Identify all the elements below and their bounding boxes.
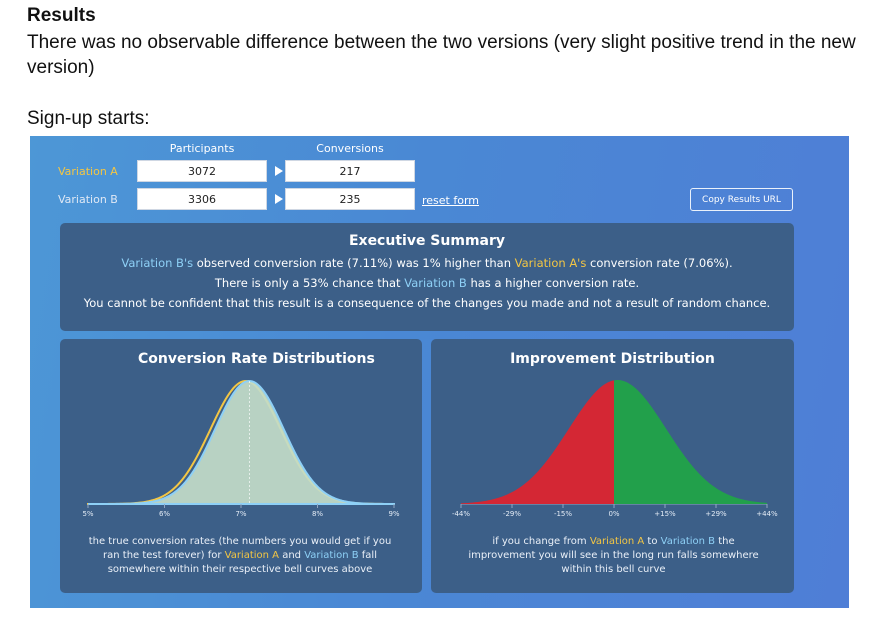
summary-line-2: There is only a 53% chance that Variatio…	[60, 275, 794, 291]
x-tick-label: +15%	[654, 510, 676, 518]
x-tick-label: +29%	[705, 510, 727, 518]
variation-b-label: Variation B	[58, 193, 118, 206]
summary-text: There is only a 53% chance that	[214, 276, 405, 290]
variation-a-name: Variation A	[224, 550, 280, 561]
copy-results-url-button[interactable]: Copy Results URL	[690, 188, 793, 211]
summary-text: conversion rate (7.06%).	[586, 256, 733, 270]
conversion-caption: the true conversion rates (the numbers y…	[80, 535, 400, 577]
conversion-rate-chart: 5% 6% 7% 8% 9%	[82, 380, 400, 518]
x-tick-label: 0%	[608, 510, 619, 518]
results-heading: Results	[27, 5, 96, 26]
summary-title: Executive Summary	[348, 233, 506, 249]
improvement-caption: if you change from Variation A to Variat…	[461, 535, 766, 577]
variation-b-name: Variation B's	[121, 256, 194, 270]
ab-test-calculator: Participants Conversions Variation A Var…	[30, 136, 849, 608]
positive-region	[614, 380, 767, 504]
caption-text: and	[279, 550, 305, 561]
conversion-chart-title: Conversion Rate Distributions	[138, 351, 375, 367]
variation-a-name: Variation A's	[514, 256, 587, 270]
x-tick-label: -44%	[452, 510, 470, 518]
variation-b-name: Variation B	[304, 550, 359, 561]
summary-line-3: You cannot be confident that this result…	[83, 296, 771, 310]
x-tick-label: 7%	[235, 510, 246, 518]
arrow-right-icon	[275, 194, 283, 204]
improvement-chart-title: Improvement Distribution	[510, 351, 715, 367]
x-tick-label: -29%	[503, 510, 521, 518]
variation-b-participants-input[interactable]	[137, 188, 267, 210]
x-tick-label: 8%	[312, 510, 323, 518]
signup-label: Sign-up starts:	[27, 108, 150, 129]
improvement-chart: -44% -29% -15% 0% +15% +29% +44%	[452, 380, 778, 518]
results-paragraph: There was no observable difference betwe…	[27, 32, 856, 78]
x-tick-label: +44%	[756, 510, 778, 518]
caption-text: fall somewhere within their respective b…	[107, 550, 377, 575]
variation-b-conversions-input[interactable]	[285, 188, 415, 210]
caption-text: if you change from	[492, 536, 590, 547]
arrow-right-icon	[275, 166, 283, 176]
executive-summary-panel: Executive Summary Variation B's observed…	[60, 223, 794, 331]
variation-a-conversions-input[interactable]	[285, 160, 415, 182]
conversion-rate-panel: Conversion Rate Distributions 5% 6% 7% 8% 9%…	[60, 339, 422, 593]
summary-line-1: Variation B's observed conversion rate (…	[60, 255, 794, 271]
x-tick-label: 5%	[82, 510, 93, 518]
distribution-curve-variation-b	[88, 380, 395, 505]
summary-text: observed conversion rate (7.11%) was 1% …	[193, 256, 515, 270]
negative-region	[461, 380, 614, 504]
conversions-header: Conversions	[316, 142, 384, 155]
variation-a-label: Variation A	[58, 165, 118, 178]
variation-a-name: Variation A	[589, 536, 645, 547]
participants-header: Participants	[169, 142, 235, 155]
x-tick-label: -15%	[554, 510, 572, 518]
variation-a-participants-input[interactable]	[137, 160, 267, 182]
summary-text: has a higher conversion rate.	[466, 276, 640, 290]
x-tick-label: 9%	[388, 510, 399, 518]
x-tick-label: 6%	[159, 510, 170, 518]
improvement-panel: Improvement Distribution -44% -29% -15% 0% +…	[431, 339, 794, 593]
reset-form-link[interactable]: reset form	[422, 194, 480, 207]
variation-b-name: Variation B	[404, 276, 467, 290]
caption-text: the improvement you will see in the long…	[468, 536, 759, 575]
variation-b-name: Variation B	[660, 536, 716, 547]
caption-text: to	[644, 536, 661, 547]
caption-text: the true conversion rates (the numbers y…	[88, 536, 392, 561]
